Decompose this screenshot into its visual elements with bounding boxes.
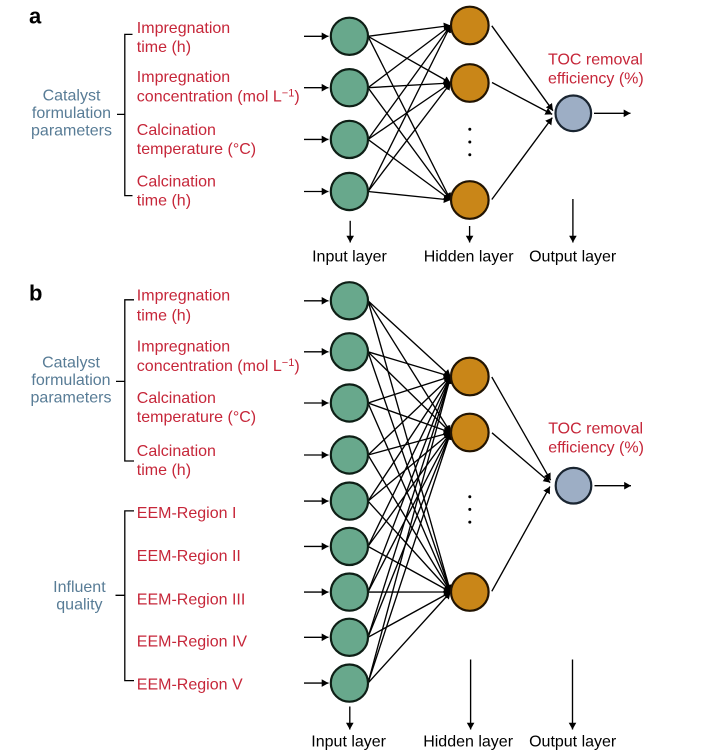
svg-text:Hidden layer: Hidden layer: [424, 249, 515, 266]
svg-text:temperature (°C): temperature (°C): [137, 409, 256, 426]
svg-text:Output layer: Output layer: [529, 249, 617, 266]
svg-text:time (h): time (h): [137, 308, 191, 325]
svg-text:Hidden layer: Hidden layer: [423, 733, 514, 750]
svg-text:temperature (°C): temperature (°C): [137, 141, 256, 158]
svg-text:Calcination: Calcination: [137, 122, 216, 139]
svg-text:Impregnation: Impregnation: [137, 69, 230, 86]
svg-text:Input layer: Input layer: [312, 249, 387, 266]
svg-text:Calcination: Calcination: [137, 390, 216, 407]
svg-text:formulation: formulation: [32, 105, 111, 122]
svg-text:time (h): time (h): [137, 462, 191, 479]
svg-text:EEM-Region IV: EEM-Region IV: [137, 634, 248, 651]
svg-text:EEM-Region III: EEM-Region III: [137, 591, 245, 608]
svg-text:Catalyst: Catalyst: [43, 88, 101, 105]
svg-text:Calcination: Calcination: [137, 443, 216, 460]
svg-text:concentration (mol L−1): concentration (mol L−1): [137, 88, 300, 106]
svg-text:Input layer: Input layer: [311, 733, 386, 750]
svg-text:Impregnation: Impregnation: [137, 287, 230, 304]
svg-text:efficiency (%): efficiency (%): [548, 70, 644, 87]
svg-text:a: a: [29, 4, 42, 29]
svg-text:b: b: [29, 281, 42, 306]
svg-text:Catalyst: Catalyst: [42, 355, 100, 372]
svg-text:EEM-Region V: EEM-Region V: [137, 676, 243, 693]
svg-text:EEM-Region II: EEM-Region II: [137, 548, 241, 565]
svg-text:TOC removal: TOC removal: [548, 420, 643, 437]
svg-text:Impregnation: Impregnation: [137, 20, 230, 37]
svg-text:parameters: parameters: [31, 123, 112, 140]
svg-text:Influent: Influent: [53, 579, 106, 596]
svg-text:EEM-Region I: EEM-Region I: [137, 505, 237, 522]
svg-text:TOC removal: TOC removal: [548, 51, 643, 68]
svg-text:time (h): time (h): [137, 192, 191, 209]
svg-text:Calcination: Calcination: [137, 174, 216, 191]
svg-text:Impregnation: Impregnation: [137, 339, 230, 356]
svg-text:efficiency (%): efficiency (%): [548, 439, 644, 456]
svg-text:Output layer: Output layer: [529, 733, 617, 750]
svg-text:time (h): time (h): [137, 39, 191, 56]
svg-text:parameters: parameters: [31, 390, 112, 407]
svg-text:concentration (mol L−1): concentration (mol L−1): [137, 357, 300, 375]
svg-text:quality: quality: [56, 597, 102, 614]
svg-text:formulation: formulation: [31, 372, 110, 389]
